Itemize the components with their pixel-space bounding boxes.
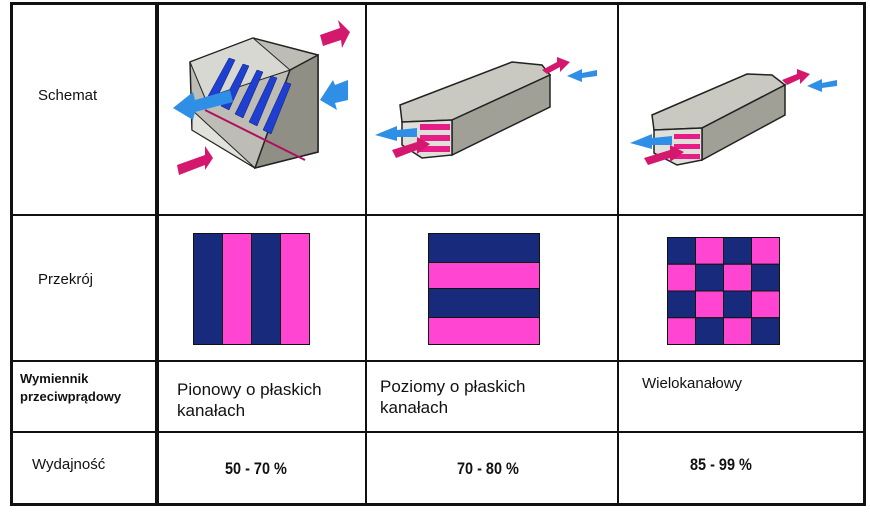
checker-cell	[695, 290, 724, 319]
checker-cell	[695, 237, 724, 265]
row-divider	[10, 360, 866, 362]
exhaust-arrow-in-icon	[177, 146, 213, 175]
supply-arrow-out-icon	[630, 134, 672, 149]
row-header-cross-section: Przekrój	[38, 271, 94, 288]
checker-cell	[667, 290, 696, 319]
cross-section-checkerboard	[667, 237, 780, 345]
efficiency-horizontal: 70 - 80 %	[457, 459, 519, 478]
row-header-efficiency: Wydajność	[32, 456, 106, 473]
checker-cell	[723, 237, 752, 265]
supply-arrow-out-icon	[375, 126, 417, 141]
exhaust-arrow-out-icon	[320, 20, 350, 48]
cross-section-vertical-stripes	[193, 233, 310, 345]
checker-cell	[667, 237, 696, 265]
row-divider	[10, 214, 866, 216]
checker-cell	[723, 290, 752, 319]
exhaust-arrow-in-icon	[392, 137, 430, 158]
checker-cell	[723, 317, 752, 345]
column-divider	[155, 2, 159, 506]
efficiency-multichannel: 85 - 99 %	[690, 455, 752, 474]
supply-arrow-in-icon	[807, 79, 837, 92]
exhaust-arrow-out-icon	[782, 69, 810, 85]
checker-cell	[695, 317, 724, 345]
type-vertical-line1: Pionowy o płaskich	[177, 380, 322, 399]
supply-arrow-in-icon	[567, 69, 597, 82]
column-divider	[365, 2, 367, 506]
checker-cell	[667, 263, 696, 292]
channels	[420, 124, 450, 152]
checker-cell	[751, 263, 780, 292]
checker-cell	[723, 263, 752, 292]
type-horizontal: Poziomy o płaskich kanałach	[380, 376, 526, 418]
type-horizontal-line2: kanałach	[380, 398, 449, 417]
type-multichannel: Wielokanałowy	[642, 373, 742, 394]
row-header-exchanger: Wymiennik przeciwprądowy	[20, 370, 121, 406]
row-header-exchanger-line2: przeciwprądowy	[20, 389, 122, 404]
cross-section-horizontal-stripes	[428, 233, 540, 345]
supply-arrow-in-icon	[320, 80, 348, 110]
row-header-exchanger-line1: Wymiennik	[20, 371, 89, 386]
supply-arrow-out-icon	[173, 90, 233, 120]
checker-cell	[751, 317, 780, 345]
exhaust-arrow-in-icon	[644, 145, 684, 165]
type-vertical: Pionowy o płaskich kanałach	[177, 379, 322, 421]
schematic-vertical-plates	[173, 20, 350, 175]
checker-cell	[751, 237, 780, 265]
checker-cell	[695, 263, 724, 292]
table-border-bottom	[10, 503, 866, 506]
table-border-top	[10, 2, 866, 5]
type-horizontal-line1: Poziomy o płaskich	[380, 377, 526, 396]
row-header-schematic: Schemat	[38, 87, 98, 104]
type-multichannel-line1: Wielokanałowy	[642, 375, 743, 392]
schematic-horizontal-plates	[375, 57, 597, 159]
type-vertical-line2: kanałach	[177, 401, 246, 420]
table-border-right	[863, 2, 866, 506]
checker-cell	[667, 317, 696, 345]
row-divider	[10, 431, 866, 433]
checker-cell	[751, 290, 780, 319]
exhaust-arrow-out-icon	[542, 57, 570, 74]
column-divider	[617, 2, 619, 506]
efficiency-vertical: 50 - 70 %	[225, 459, 287, 478]
channels	[674, 134, 700, 159]
table-border-left	[10, 2, 13, 506]
schematic-multichannel	[630, 69, 837, 166]
